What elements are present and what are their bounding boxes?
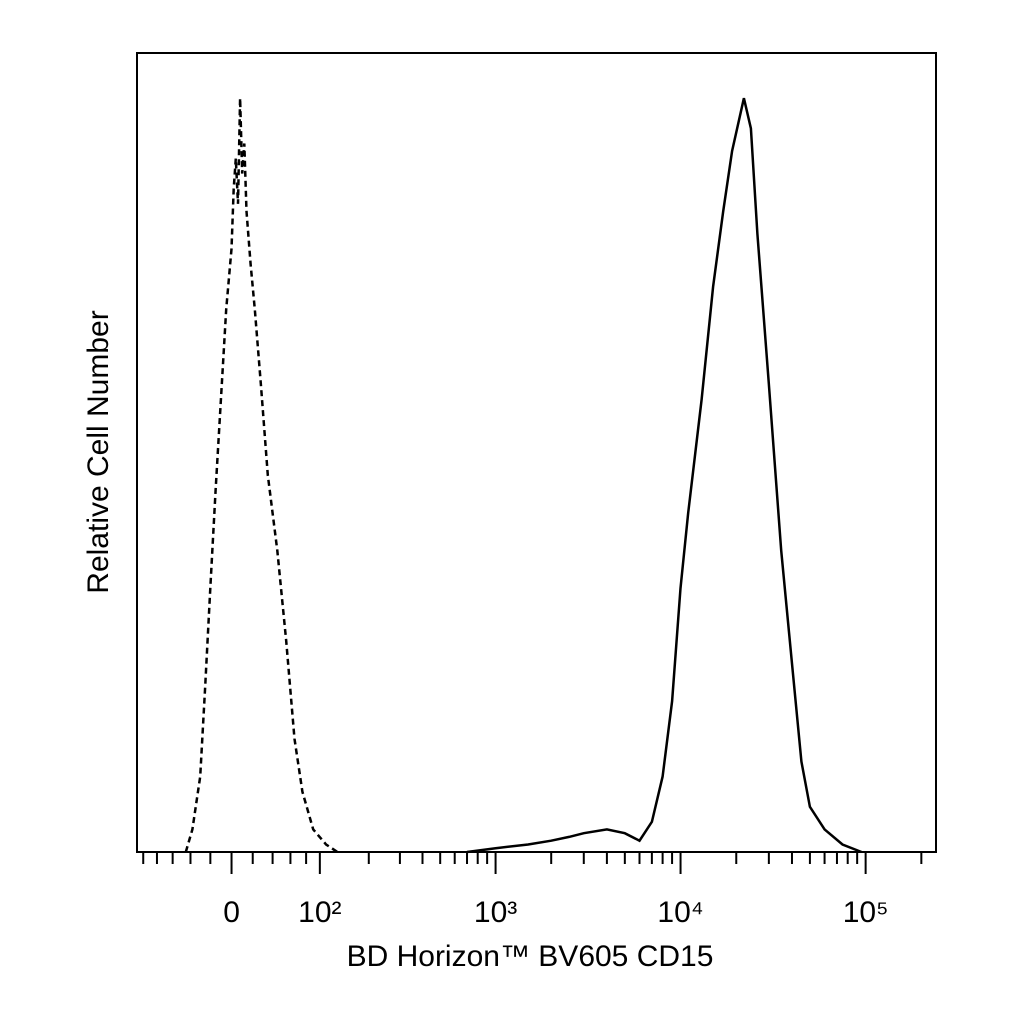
x-tick-label: 10⁵ <box>843 896 889 929</box>
y-axis-label: Relative Cell Number <box>82 310 115 593</box>
histogram-line <box>466 97 862 854</box>
histogram-line <box>184 98 339 854</box>
x-tick-label: 10³ <box>474 896 517 929</box>
x-tick-label: 0 <box>223 896 240 929</box>
x-tick-label: 10⁴ <box>657 896 703 929</box>
plot-frame <box>136 52 937 853</box>
x-axis-label: BD Horizon™ BV605 CD15 <box>347 940 714 973</box>
x-tick-label: 10² <box>298 896 341 929</box>
